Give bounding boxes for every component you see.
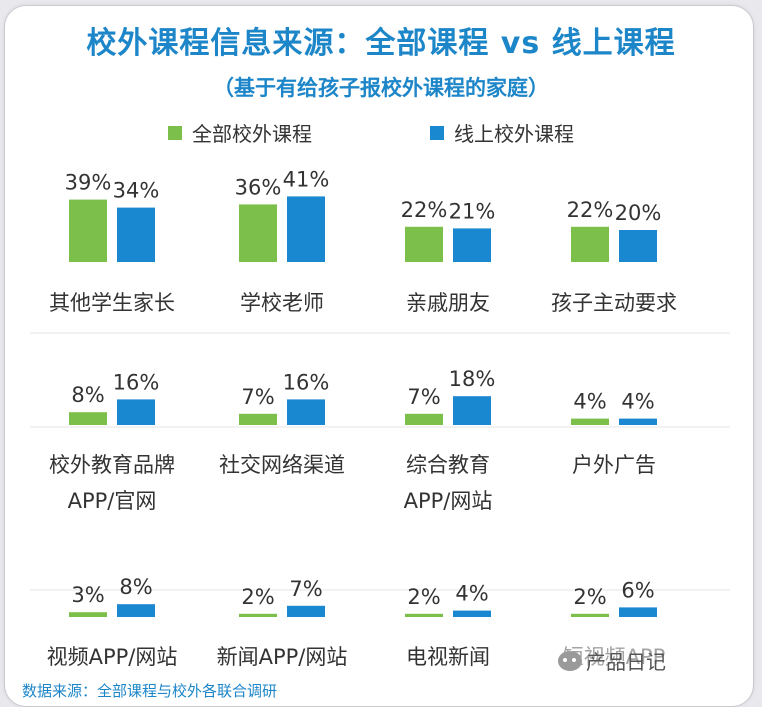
legend-label-online-courses: 线上校外课程	[454, 122, 574, 146]
bar-online-5	[287, 399, 325, 425]
bar-online-6	[453, 396, 491, 425]
watermark: 产品日记	[556, 646, 668, 675]
chart-title: 校外课程信息来源：全部课程 vs 线上课程	[86, 26, 676, 61]
category-label-5: 社交网络渠道	[219, 453, 345, 477]
data-source-note: 数据来源：全部课程与校外各联合调研	[22, 682, 278, 700]
bar-all-0	[69, 199, 107, 262]
bar-all-8	[69, 612, 107, 617]
data-label-online-8: 8%	[119, 575, 152, 599]
data-label-online-5: 16%	[283, 370, 330, 394]
bar-all-2	[405, 226, 443, 262]
data-label-all-10: 2%	[407, 585, 440, 609]
data-label-all-8: 3%	[71, 583, 104, 607]
data-label-all-11: 2%	[573, 585, 606, 609]
bar-online-0	[117, 207, 155, 262]
bar-online-8	[117, 604, 155, 617]
data-label-all-3: 22%	[567, 198, 614, 222]
bar-all-5	[239, 413, 277, 425]
bar-online-11	[619, 607, 657, 617]
data-label-all-4: 8%	[71, 383, 104, 407]
category-label-6: 综合教育	[406, 453, 490, 477]
bar-all-4	[69, 412, 107, 425]
data-label-online-7: 4%	[621, 390, 654, 414]
bar-online-2	[453, 228, 491, 262]
data-label-all-1: 36%	[235, 175, 282, 199]
legend-item-all-courses: 全部校外课程	[168, 118, 312, 147]
data-label-all-5: 7%	[241, 385, 274, 409]
watermark-text: 产品日记	[586, 650, 666, 674]
data-label-online-1: 41%	[283, 167, 330, 191]
legend-swatch-green	[168, 125, 182, 140]
chart-subtitle: （基于有给孩子报校外课程的家庭）	[213, 76, 549, 100]
legend-swatch-blue	[430, 125, 444, 140]
data-label-all-9: 2%	[241, 585, 274, 609]
wechat-icon	[558, 650, 582, 671]
data-label-online-0: 34%	[113, 179, 160, 203]
bar-online-9	[287, 605, 325, 617]
category-label-8: 视频APP/网站	[47, 645, 178, 669]
bar-online-3	[619, 230, 657, 262]
category-label-3: 孩子主动要求	[551, 291, 677, 315]
data-label-all-7: 4%	[573, 390, 606, 414]
data-label-online-10: 4%	[455, 582, 488, 606]
bar-all-9	[239, 613, 277, 617]
bar-online-10	[453, 610, 491, 617]
data-label-all-2: 22%	[401, 198, 448, 222]
category-label-10: 电视新闻	[406, 645, 490, 669]
data-label-online-3: 20%	[615, 201, 662, 225]
data-label-online-11: 6%	[621, 578, 654, 602]
bar-online-7	[619, 418, 657, 425]
category-label-6-line2: APP/网站	[404, 489, 493, 513]
bar-online-1	[287, 196, 325, 262]
data-label-online-4: 16%	[113, 370, 160, 394]
bar-all-10	[405, 613, 443, 617]
category-label-7: 户外广告	[572, 453, 656, 477]
data-label-online-9: 7%	[289, 577, 322, 601]
bar-all-11	[571, 613, 609, 617]
legend-item-online-courses: 线上校外课程	[430, 118, 574, 147]
data-label-online-6: 18%	[449, 367, 496, 391]
bar-all-6	[405, 413, 443, 425]
bar-all-7	[571, 418, 609, 425]
bar-online-4	[117, 399, 155, 425]
bar-all-3	[571, 226, 609, 262]
category-label-4: 校外教育品牌	[49, 453, 175, 477]
category-label-4-line2: APP/官网	[68, 489, 157, 513]
legend-label-all-courses: 全部校外课程	[192, 122, 312, 146]
bar-all-1	[239, 204, 277, 262]
category-label-1: 学校老师	[240, 291, 324, 315]
data-label-all-0: 39%	[65, 171, 112, 195]
category-label-0: 其他学生家长	[49, 291, 175, 315]
data-label-all-6: 7%	[407, 385, 440, 409]
data-label-online-2: 21%	[449, 199, 496, 223]
category-label-2: 亲戚朋友	[406, 291, 490, 315]
category-label-9: 新闻APP/网站	[217, 645, 348, 669]
